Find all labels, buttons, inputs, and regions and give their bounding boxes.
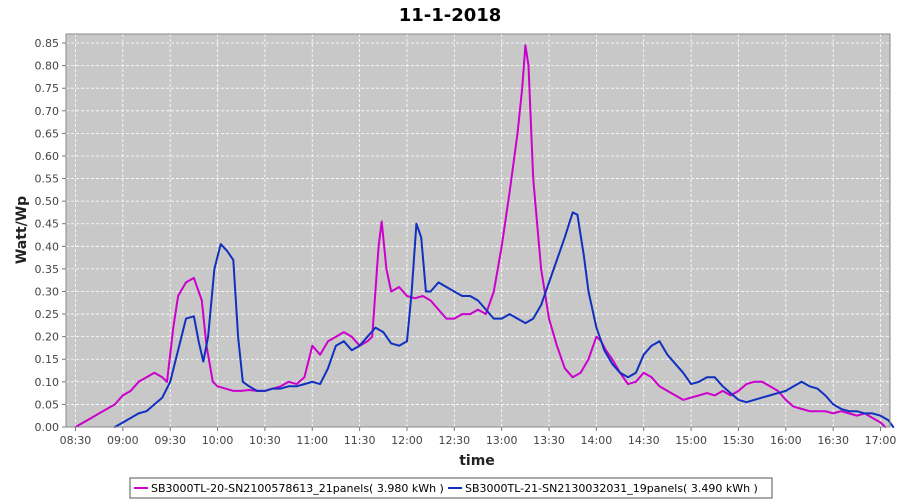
x-tick-label: 10:00 [202, 434, 234, 447]
y-tick-label: 0.45 [35, 218, 60, 231]
y-tick-label: 0.35 [35, 263, 60, 276]
y-tick-label: 0.30 [35, 285, 60, 298]
y-tick-label: 0.25 [35, 308, 60, 321]
x-tick-label: 10:30 [249, 434, 281, 447]
x-tick-label: 12:00 [391, 434, 423, 447]
y-tick-label: 0.85 [35, 37, 60, 50]
y-tick-label: 0.15 [35, 353, 60, 366]
y-tick-label: 0.20 [35, 331, 60, 344]
y-tick-label: 0.55 [35, 173, 60, 186]
legend-label-1: SB3000TL-20-SN2100578613_21panels( 3.980… [151, 482, 444, 495]
plot-border [65, 33, 891, 428]
y-axis-title: Watt/Wp [14, 196, 30, 264]
y-tick-label: 0.00 [35, 421, 60, 434]
x-tick-label: 09:00 [107, 434, 139, 447]
x-tick-label: 14:00 [581, 434, 613, 447]
y-tick-label: 0.05 [35, 398, 60, 411]
y-tick-label: 0.10 [35, 376, 60, 389]
x-tick-label: 11:30 [344, 434, 376, 447]
y-tick-label: 0.60 [35, 150, 60, 163]
x-tick-label: 11:00 [296, 434, 328, 447]
x-tick-label: 09:30 [154, 434, 186, 447]
series-layer [74, 44, 895, 428]
legend: SB3000TL-20-SN2100578613_21panels( 3.980… [129, 477, 773, 499]
series-line-2 [113, 211, 895, 428]
y-tick-label: 0.50 [35, 195, 60, 208]
x-tick-label: 08:30 [60, 434, 92, 447]
x-tick-label: 13:00 [486, 434, 518, 447]
y-tick-label: 0.40 [35, 240, 60, 253]
x-tick-label: 15:00 [675, 434, 707, 447]
x-axis-title: time [459, 453, 495, 469]
legend-label-2: SB3000TL-21-SN2130032031_19panels( 3.490… [465, 482, 758, 495]
x-tick-label: 17:00 [865, 434, 897, 447]
plot-area [66, 34, 890, 427]
x-tick-label: 15:30 [723, 434, 755, 447]
x-tick-label: 16:30 [817, 434, 849, 447]
x-tick-label: 13:30 [533, 434, 565, 447]
y-tick-label: 0.75 [35, 82, 60, 95]
series-line-1 [74, 44, 887, 428]
y-tick-label: 0.70 [35, 105, 60, 118]
chart-title: 11-1-2018 [399, 5, 502, 26]
axes: 0.00 0.05 0.10 0.15 0.20 0.25 0.30 0.35 0.40 0.45… [35, 33, 897, 447]
x-tick-label: 12:30 [438, 434, 470, 447]
x-tick-label: 16:00 [770, 434, 802, 447]
x-tick-label: 14:30 [628, 434, 660, 447]
y-tick-label: 0.65 [35, 127, 60, 140]
y-tick-label: 0.80 [35, 60, 60, 73]
